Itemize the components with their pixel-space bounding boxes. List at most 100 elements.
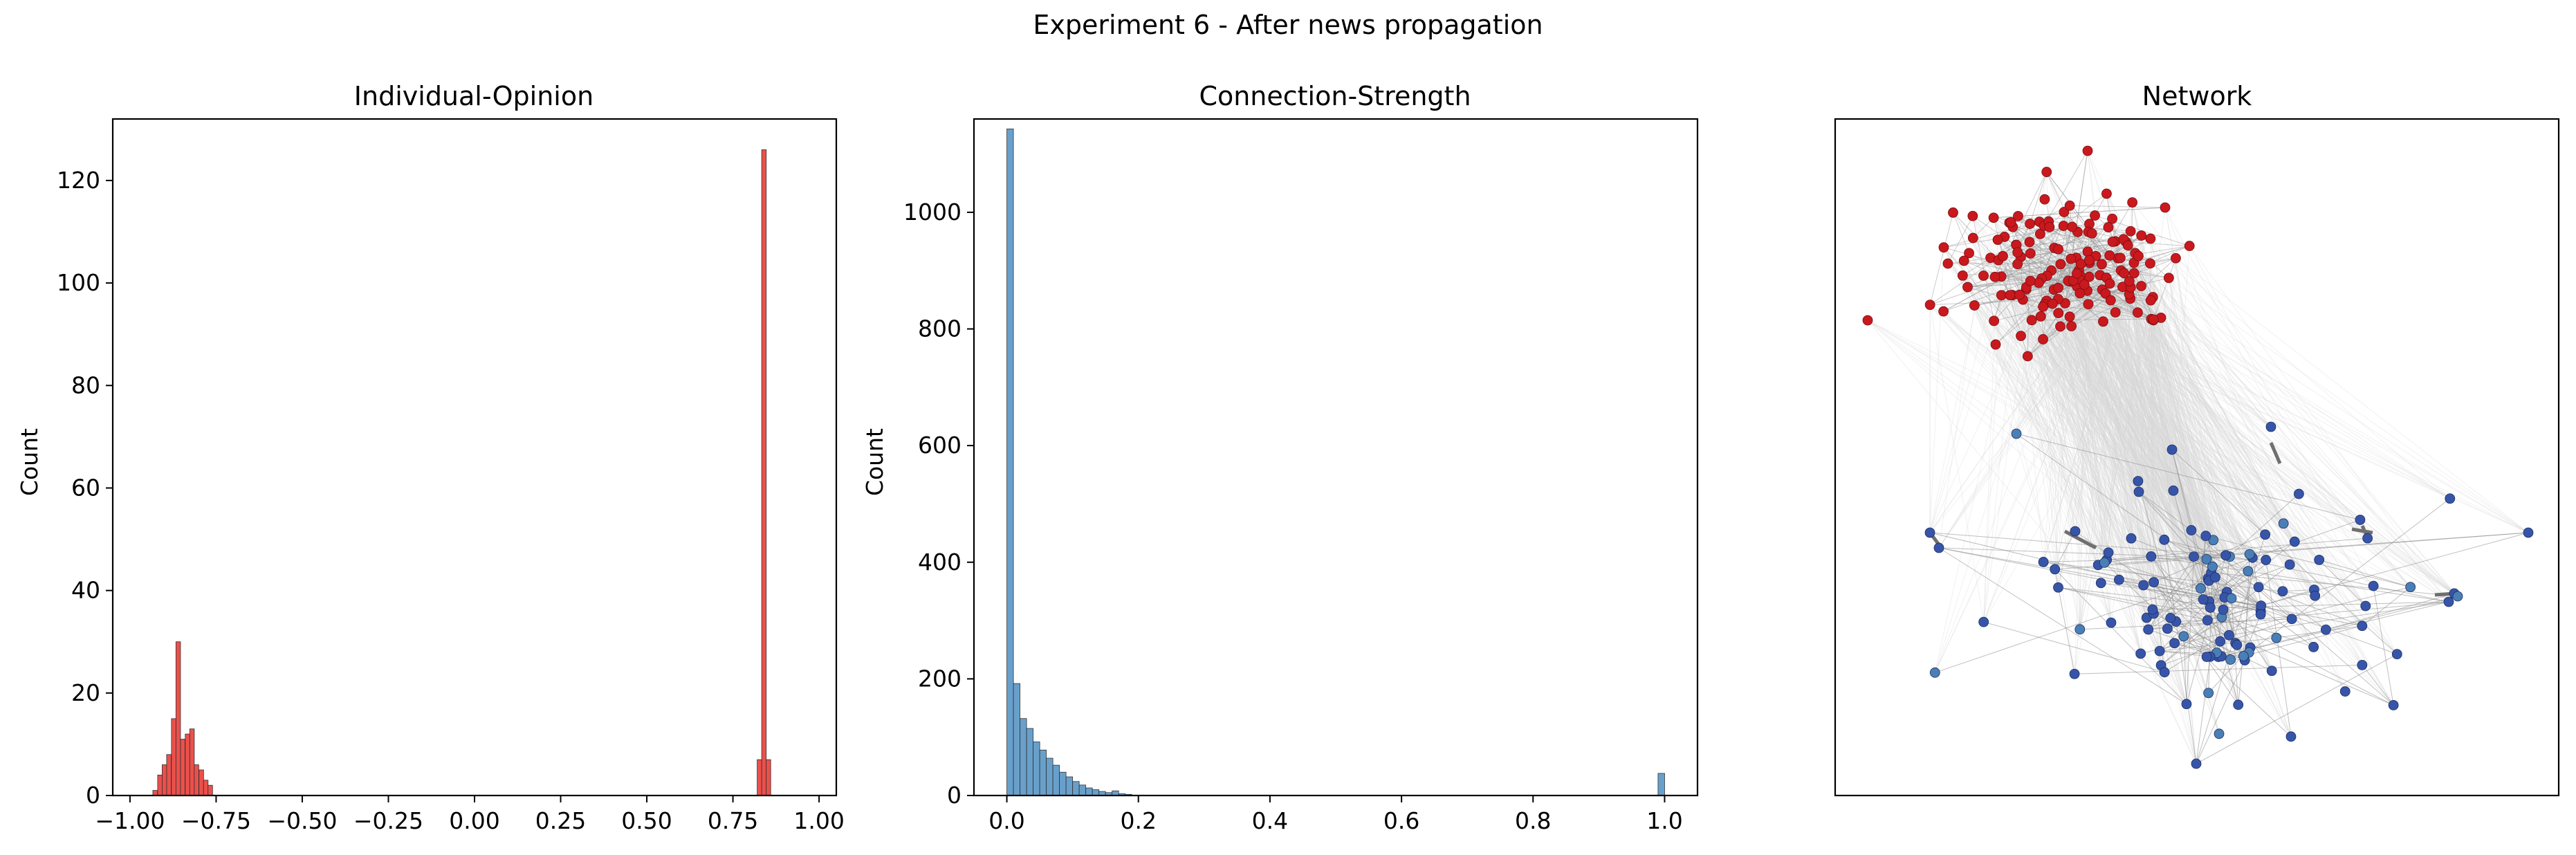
network-node [2011, 428, 2022, 439]
network-node [2321, 624, 2331, 635]
network-edge [2025, 287, 2139, 481]
strength-histogram-ytick-label: 600 [918, 432, 962, 459]
network-edge [1943, 247, 2099, 565]
network-node [2189, 551, 2199, 562]
strength-histogram-bar [1657, 773, 1665, 796]
network-edge [2070, 281, 2363, 665]
network-edge [2151, 319, 2184, 636]
network-edge [2153, 258, 2176, 320]
network-edge [2104, 300, 2151, 563]
network-edge [1963, 260, 2261, 612]
network-edge [2087, 150, 2266, 535]
network-node [2178, 631, 2189, 642]
network-edge [1969, 252, 2238, 645]
network-node [2038, 301, 2048, 312]
strength-histogram-panel: Connection-Strength Count 0 200 400 600 800 1… [861, 81, 1699, 834]
network-node [2038, 334, 2048, 344]
network-node [1990, 339, 2001, 350]
network-edge [2027, 356, 2262, 606]
network-edge [2046, 300, 2223, 618]
network-node [1924, 300, 1935, 311]
network-edge [2057, 277, 2107, 588]
network-edge [2128, 281, 2177, 622]
network-edge [1983, 255, 2139, 623]
network-edge [2079, 286, 2123, 629]
network-edge [1962, 275, 2227, 556]
network-edge [2009, 295, 2458, 597]
network-node [2278, 518, 2289, 529]
network-panel: Network [1834, 81, 2560, 797]
network-node [2086, 228, 2097, 239]
network-nodes [1862, 145, 2534, 769]
network-edge [2124, 273, 2231, 660]
network-node [2074, 288, 2086, 299]
network-edge [2043, 306, 2209, 579]
network-edge [1983, 293, 2106, 623]
network-node [2243, 566, 2254, 577]
network-edge [2073, 280, 2272, 428]
strength-histogram-bar [1033, 742, 1040, 796]
network-edge [2153, 319, 2209, 579]
network-edge [2071, 326, 2219, 657]
network-node [2110, 307, 2121, 318]
network-edge [2169, 277, 2529, 533]
network-node [2232, 639, 2243, 650]
network-edge [2100, 273, 2135, 583]
network-edge [2132, 202, 2207, 560]
network-edge [1934, 264, 2061, 673]
network-edge [1867, 320, 2250, 653]
network-edge [1983, 172, 2048, 623]
network-edge [2041, 278, 2451, 499]
network-node [2122, 240, 2133, 251]
network-node [2266, 665, 2277, 677]
network-edge [2168, 277, 2363, 627]
network-edge [2148, 319, 2154, 629]
network-edge [2135, 252, 2295, 542]
network-node [2145, 233, 2156, 244]
network-edge [2039, 221, 2366, 607]
network-node [2067, 221, 2077, 232]
network-node [2035, 311, 2046, 322]
network-edge [2205, 535, 2411, 588]
network-edge [2087, 150, 2207, 536]
network-node [2159, 667, 2170, 678]
network-edge [2046, 275, 2266, 535]
network-edge [2141, 286, 2326, 630]
network-edge [2088, 276, 2227, 555]
network-node [2256, 600, 2267, 612]
opinion-histogram-bar [185, 733, 190, 796]
network-node [2095, 578, 2106, 589]
network-node [2082, 145, 2093, 156]
network-edge [2164, 539, 2226, 556]
network-edge [2149, 263, 2219, 657]
network-edge [2103, 321, 2283, 592]
network-edge [2079, 293, 2458, 597]
network-edge [2058, 313, 2284, 524]
opinion-histogram-bar [180, 739, 185, 796]
network-edge [2119, 579, 2314, 647]
network-edge [2124, 273, 2315, 590]
network-node [1958, 255, 1969, 266]
strength-histogram-ytick-label: 1000 [903, 199, 962, 226]
network-edge [2109, 283, 2195, 557]
network-edge [1997, 239, 2222, 657]
network-edge [2079, 293, 2366, 607]
network-edge [2373, 585, 2394, 706]
network-node [1862, 315, 1873, 326]
opinion-histogram-bar [162, 764, 167, 796]
network-node [2014, 289, 2025, 300]
network-edge [2153, 582, 2165, 672]
network-edge [2106, 273, 2135, 560]
network-edge [1983, 275, 2171, 618]
network-node [2308, 641, 2319, 652]
network-node [1938, 242, 1949, 253]
network-edge [2070, 281, 2283, 592]
network-edge [2153, 320, 2295, 542]
strength-histogram-yticks: 0 200 400 600 800 1000 [903, 199, 974, 809]
network-edge [2153, 319, 2266, 535]
network-edge [2079, 279, 2171, 618]
network-edge [2227, 591, 2398, 655]
network-edge [1967, 286, 2231, 660]
network-edge [2043, 306, 2207, 657]
